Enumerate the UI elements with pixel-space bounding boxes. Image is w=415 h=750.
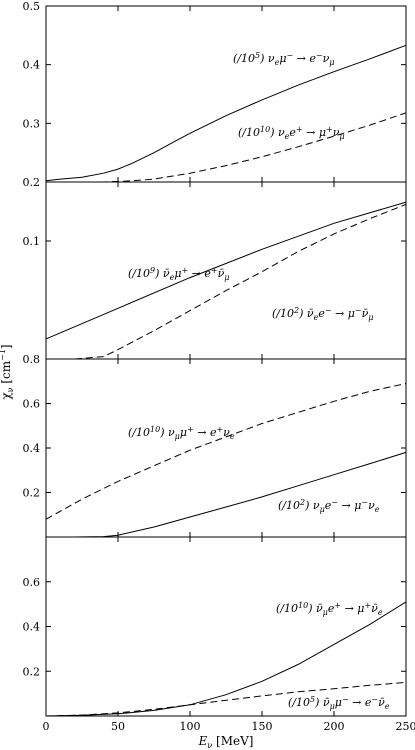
panel-2-frame (45, 181, 407, 360)
series-line-p2-solid (45, 201, 407, 340)
anno-p1-dashed: (/1010) νee+ → μ+νμ (238, 125, 345, 141)
x-tick-label: 150 (252, 720, 273, 733)
y-tick-label: 0.8 (23, 353, 41, 366)
series-line-p1-solid (45, 44, 407, 182)
y-tick-label: 0.4 (23, 442, 41, 455)
y-axis-label: χν [cm−1] (0, 344, 15, 399)
y-tick-label: 0.1 (23, 235, 41, 248)
x-tick-label: 200 (324, 720, 345, 733)
x-tick-label: 250 (396, 720, 415, 733)
y-tick-label: 0.2 (23, 665, 41, 678)
series-line-p2-dashed (74, 203, 407, 360)
y-tick-label: 0.6 (23, 576, 41, 589)
x-tick-label: 0 (43, 720, 50, 733)
series-line-p3-solid (74, 451, 407, 538)
anno-p3-dashed: (/1010) νμμ+ → e+νe (128, 425, 235, 441)
series-line-p4-dashed (45, 681, 407, 717)
y-tick-label: 0.4 (23, 621, 41, 634)
anno-p3-solid: (/102) νμe− → μ−νe (278, 498, 380, 514)
y-tick-label: 0.4 (23, 59, 41, 72)
x-tick-label: 100 (180, 720, 201, 733)
series-line-p4-solid (45, 601, 407, 717)
panel-4-frame (45, 536, 407, 717)
x-tick-label: 50 (111, 720, 125, 733)
y-tick-label: 0.2 (23, 487, 41, 500)
panel-1-frame (45, 5, 407, 183)
anno-p4-dashed: (/105) ν̄μμ− → e−ν̄e (288, 695, 390, 711)
series-line-p3-dashed (45, 383, 407, 520)
y-tick-label: 0.2 (23, 176, 41, 189)
y-tick-label: 0.5 (23, 0, 41, 13)
y-tick-label: 0.3 (23, 117, 41, 130)
anno-p2-dashed: (/102) ν̄ee− → μ−ν̄μ (272, 306, 373, 322)
anno-p1-solid: (/105) νeμ− → e−νμ (233, 51, 335, 67)
series-line-p1-dashed (46, 112, 407, 183)
anno-p4-solid: (/1010) ν̄μe+ → μ+ν̄e (276, 601, 383, 617)
y-tick-label: 0.6 (23, 398, 41, 411)
x-axis-label: Eν [MeV] (198, 734, 254, 750)
